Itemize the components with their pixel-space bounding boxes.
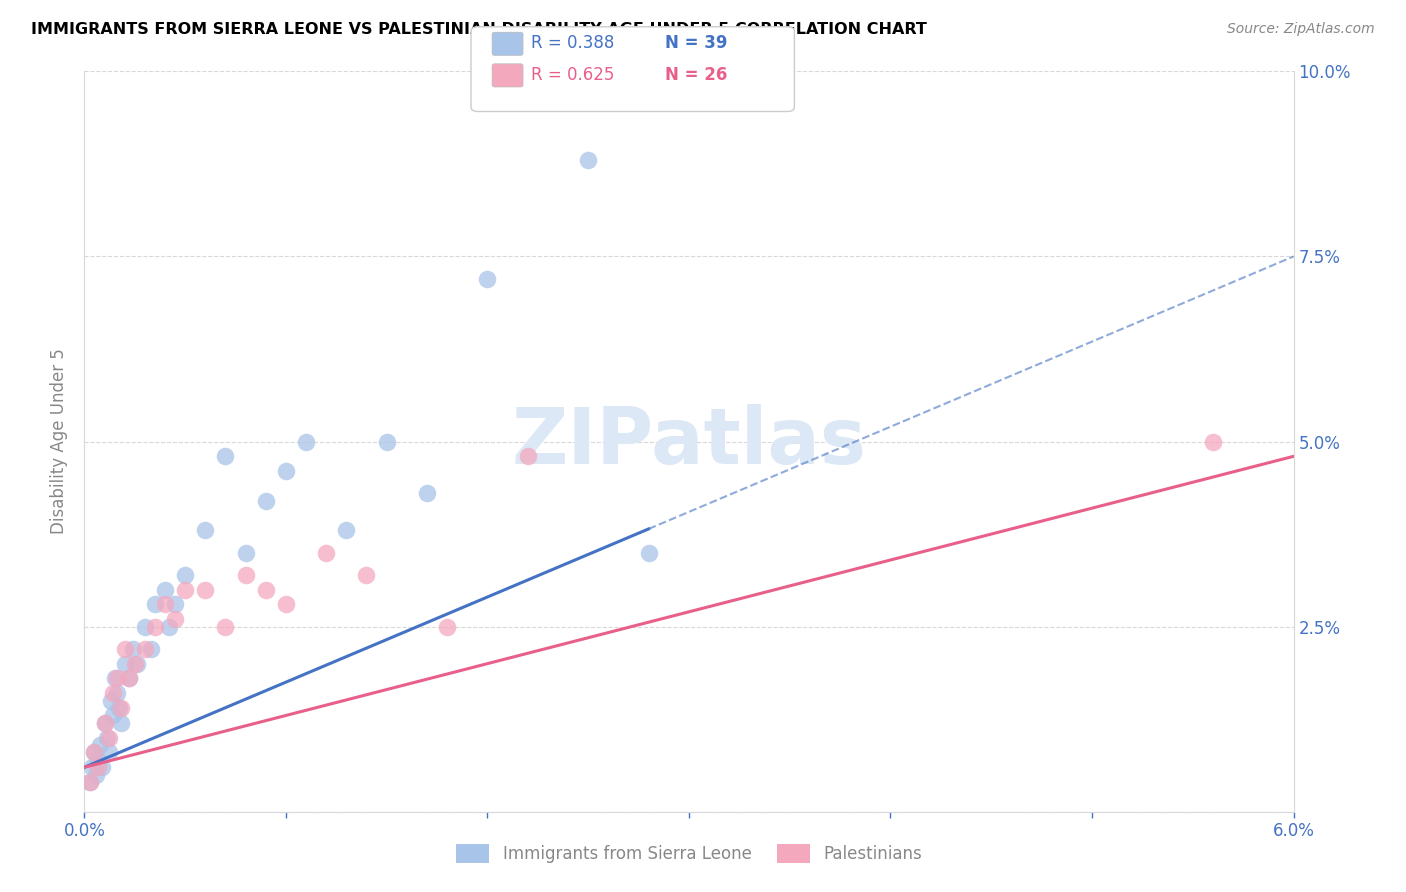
Text: N = 39: N = 39 <box>665 34 727 52</box>
Text: N = 26: N = 26 <box>665 65 727 84</box>
Point <box>477 271 499 285</box>
Point <box>97 746 120 760</box>
Point <box>114 641 136 656</box>
Point <box>274 598 297 612</box>
Point <box>235 545 257 560</box>
Point <box>101 686 124 700</box>
Point <box>79 775 101 789</box>
Point <box>114 657 136 671</box>
Point <box>100 694 122 708</box>
Point <box>214 450 236 464</box>
Point <box>91 760 114 774</box>
Point <box>194 524 217 538</box>
Text: ZIPatlas: ZIPatlas <box>512 403 866 480</box>
Point <box>121 641 143 656</box>
Point <box>83 746 105 760</box>
Point <box>87 753 110 767</box>
Point <box>124 657 146 671</box>
Point <box>96 731 118 745</box>
Point <box>174 567 197 582</box>
Point <box>107 701 129 715</box>
Point <box>110 701 132 715</box>
Point <box>375 434 398 449</box>
Legend: Immigrants from Sierra Leone, Palestinians: Immigrants from Sierra Leone, Palestinia… <box>450 838 928 870</box>
Point <box>153 598 176 612</box>
Point <box>153 582 176 597</box>
Point <box>139 641 162 656</box>
Text: R = 0.625: R = 0.625 <box>531 65 614 84</box>
Point <box>86 767 108 781</box>
Point <box>315 545 337 560</box>
Point <box>335 524 357 538</box>
Text: Source: ZipAtlas.com: Source: ZipAtlas.com <box>1227 22 1375 37</box>
Point <box>516 450 538 464</box>
Point <box>79 775 101 789</box>
Point <box>274 464 297 478</box>
Point <box>89 738 111 752</box>
Point <box>97 731 120 745</box>
Point <box>254 582 277 597</box>
Text: R = 0.388: R = 0.388 <box>531 34 614 52</box>
Point <box>235 567 257 582</box>
Point <box>93 715 115 730</box>
Point <box>134 619 156 633</box>
Point <box>295 434 318 449</box>
Point <box>157 619 180 633</box>
Point <box>214 619 236 633</box>
Point <box>118 672 141 686</box>
Point <box>134 641 156 656</box>
Point <box>101 708 124 723</box>
Point <box>1202 434 1225 449</box>
Point <box>87 760 110 774</box>
Point <box>356 567 378 582</box>
Point <box>436 619 458 633</box>
Point <box>118 672 141 686</box>
Point <box>254 493 277 508</box>
Point <box>576 153 599 168</box>
Point <box>416 486 439 500</box>
Point <box>637 545 659 560</box>
Point <box>83 746 105 760</box>
Point <box>143 598 166 612</box>
Point <box>104 672 127 686</box>
Point <box>194 582 217 597</box>
Y-axis label: Disability Age Under 5: Disability Age Under 5 <box>51 349 69 534</box>
Point <box>125 657 148 671</box>
Point <box>174 582 197 597</box>
Point <box>165 598 187 612</box>
Point <box>105 686 128 700</box>
Point <box>93 715 115 730</box>
Point <box>110 715 132 730</box>
Point <box>143 619 166 633</box>
Point <box>105 672 128 686</box>
Point <box>82 760 104 774</box>
Point <box>165 612 187 626</box>
Text: IMMIGRANTS FROM SIERRA LEONE VS PALESTINIAN DISABILITY AGE UNDER 5 CORRELATION C: IMMIGRANTS FROM SIERRA LEONE VS PALESTIN… <box>31 22 927 37</box>
